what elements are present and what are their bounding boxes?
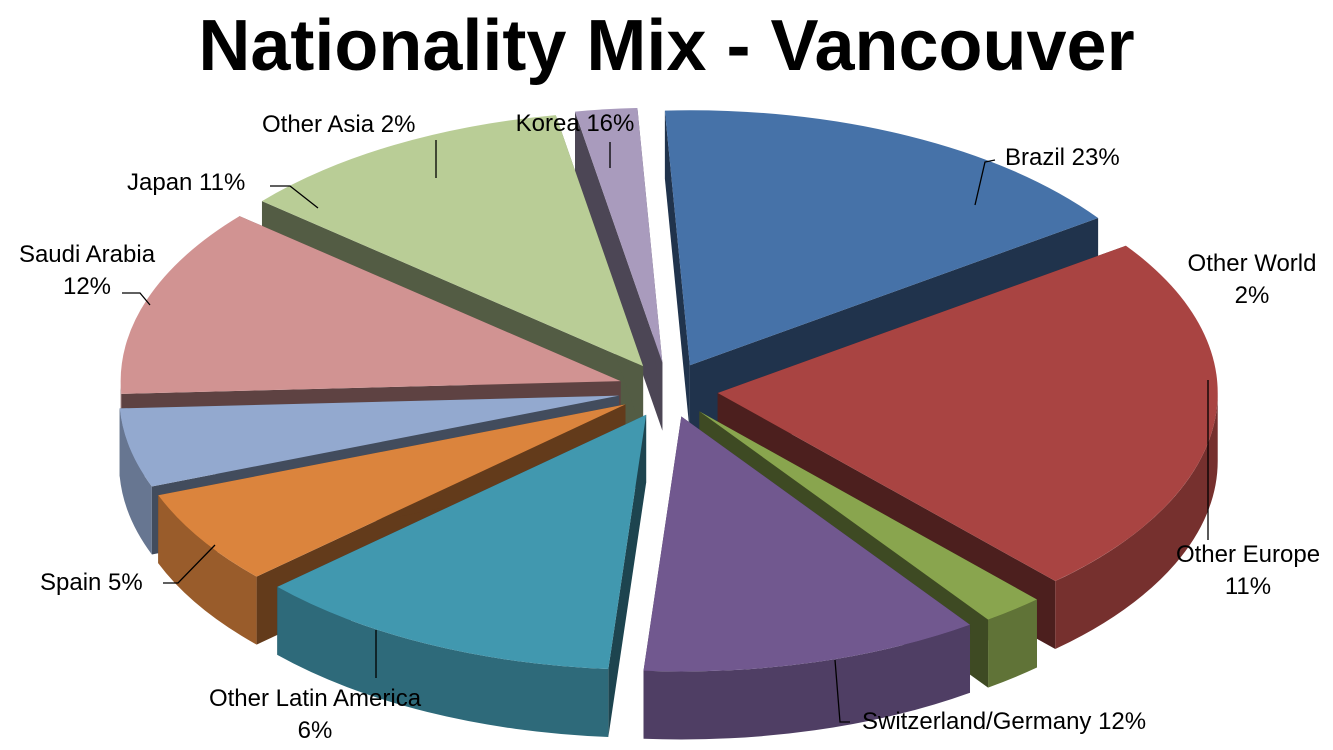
label-other-asia: Other Asia 2% [262,111,415,138]
slice-wall-switzerland-germany-0 [608,414,647,738]
label-korea: Korea 16% [516,110,635,137]
label-line-korea-0: Korea 16% [516,110,635,137]
label-line-japan-0: Japan 11% [127,169,245,196]
pie-slices [119,107,1218,740]
leader-spain [163,544,216,584]
label-line-saudi-arabia-1: 12% [63,273,111,300]
label-other-latin-america: Other Latin America 6% [209,685,422,744]
slice-top-japan [261,115,644,367]
slice-top-other-asia [574,107,663,363]
label-line-spain-0: Spain 5% [40,569,143,596]
label-brazil: Brazil 23% [1005,144,1120,171]
slice-side-switzerland-germany [277,586,609,738]
label-other-europe: Other Europe 11% [1176,541,1320,600]
label-japan: Japan 11% [127,169,245,196]
slice-side-spain [119,408,152,555]
label-leaders [122,140,1209,723]
chart-title: Nationality Mix - Vancouver [198,6,1135,86]
slice-side-other-world [988,599,1037,688]
slice-side-other-europe [643,624,971,740]
label-line-other-europe-0: Other Europe [1176,541,1320,568]
label-spain: Spain 5% [40,569,143,596]
slice-top-switzerland-germany [277,414,647,670]
leader-saudi-arabia [122,292,151,306]
slice-top-korea [664,110,1099,366]
slice-top-other-world [699,411,1037,620]
label-saudi-arabia: Saudi Arabia 12% [19,241,156,300]
slice-wall-other-asia-0 [574,111,663,431]
pie-slice-other-asia [574,107,663,431]
slice-side-brazil [1055,392,1218,650]
slice-top-spain [119,395,620,487]
label-line-other-asia-0: Other Asia 2% [262,111,415,138]
pie-slice-switzerland-germany [277,414,647,738]
label-other-world: Other World 2% [1188,250,1317,309]
label-line-other-europe-1: 11% [1225,573,1271,600]
slice-top-brazil [717,245,1218,582]
slice-top-saudi-arabia [120,216,621,394]
pie-slice-other-europe [643,416,971,740]
slice-wall-korea-0 [664,110,690,434]
leader-switzerland-germany [834,659,850,723]
leader-brazil [974,159,996,206]
label-line-switzerland-germany-0: Switzerland/Germany 12% [862,708,1146,735]
slice-top-other-latin-america [158,404,626,577]
label-switzerland-germany: Switzerland/Germany 12% [862,708,1146,735]
label-line-other-world-1: 2% [1235,282,1270,309]
label-line-saudi-arabia-0: Saudi Arabia [19,241,156,268]
slice-labels: Korea 16% Brazil 23% Other World 2% Other Eu… [19,110,1320,744]
label-line-brazil-0: Brazil 23% [1005,144,1120,171]
slice-top-other-europe [643,416,971,672]
leader-japan [270,185,319,209]
label-line-other-world-0: Other World [1188,250,1317,277]
label-line-other-latin-america-0: Other Latin America [209,685,422,712]
slice-side-other-latin-america [158,495,257,645]
label-line-other-latin-america-1: 6% [298,717,333,744]
